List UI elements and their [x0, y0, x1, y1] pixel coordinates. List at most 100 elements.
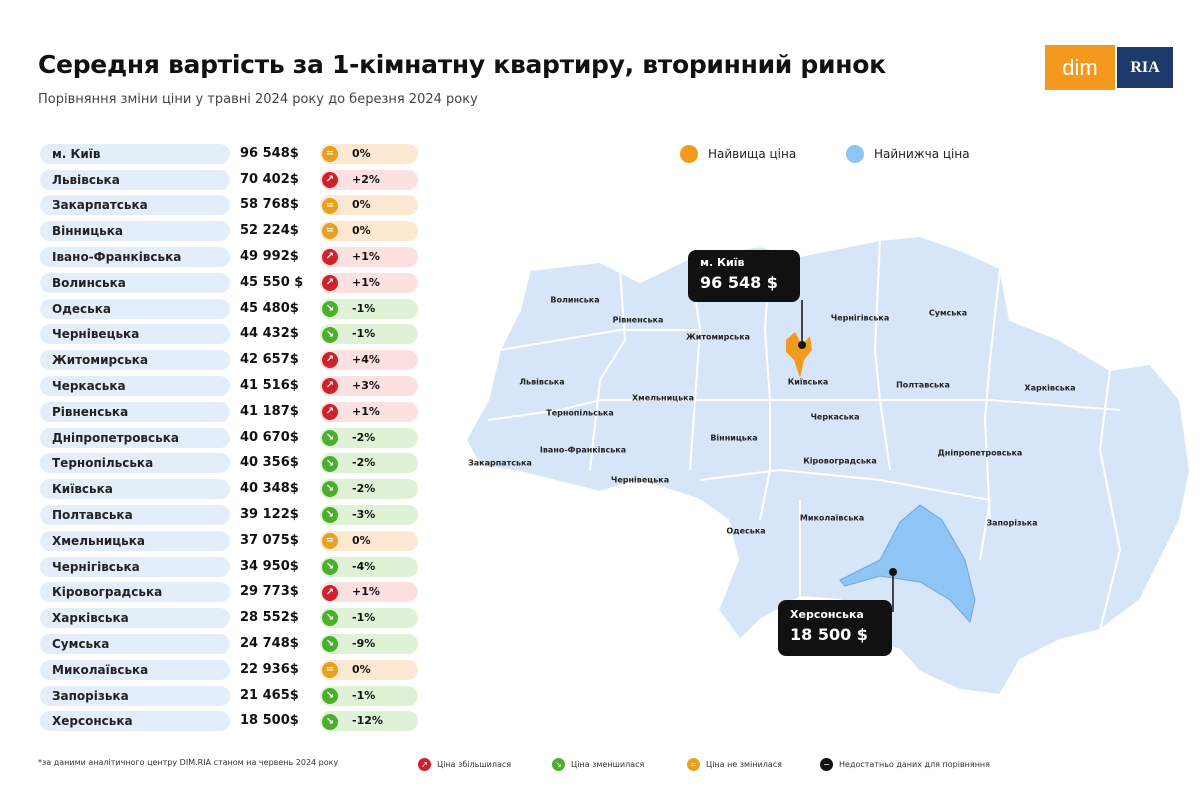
table-row: Рівненська 41 187$ +1% ↗	[40, 399, 420, 425]
price-change: -1%	[320, 608, 418, 629]
change-down-icon: ↘	[322, 507, 338, 524]
change-same-icon: =	[322, 223, 338, 240]
region-price: 39 122$	[240, 507, 299, 523]
table-row: Хмельницька 37 075$ 0% =	[40, 528, 420, 554]
region-name: Тернопільська	[40, 453, 230, 474]
table-row: Волинська 45 550 $ +1% ↗	[40, 270, 420, 296]
region-name: Черкаська	[40, 376, 230, 397]
table-row: Дніпропетровська 40 670$ -2% ↘	[40, 425, 420, 451]
region-price: 29 773$	[240, 584, 299, 600]
legend-up-label: Ціна збільшилася	[437, 760, 512, 769]
change-same-icon: =	[322, 197, 338, 214]
region-label: Тернопільська	[546, 408, 614, 418]
region-price: 44 432$	[240, 326, 299, 342]
table-row: Чернівецька 44 432$ -1% ↘	[40, 322, 420, 348]
region-name: Кіровоградська	[40, 582, 230, 603]
change-same-icon: =	[322, 146, 338, 162]
region-price: 40 356$	[240, 455, 299, 471]
region-label: Вінницька	[710, 433, 758, 443]
table-row: Львівська 70 402$ +2% ↗	[40, 167, 420, 193]
footnote: *за даними аналітичного центру DIM.RIA с…	[38, 758, 339, 767]
table-row: Одеська 45 480$ -1% ↘	[40, 296, 420, 322]
region-name: Закарпатська	[40, 195, 230, 216]
change-down-icon: ↘	[322, 326, 338, 343]
lowest-price-callout: Херсонська 18 500 $	[778, 600, 892, 656]
change-up-icon: ↗	[322, 378, 338, 395]
region-name: м. Київ	[40, 143, 230, 164]
region-name: Вінницька	[40, 221, 230, 242]
table-row: Вінницька 52 224$ 0% =	[40, 218, 420, 244]
table-row: Полтавська 39 122$ -3% ↘	[40, 502, 420, 528]
region-label: Рівненська	[612, 315, 664, 325]
region-label: Житомирська	[685, 332, 751, 342]
region-price: 45 550 $	[240, 274, 304, 290]
change-up-icon: ↗	[322, 584, 338, 601]
callout-price: 96 548 $	[700, 273, 778, 292]
region-label: Чернігівська	[830, 313, 890, 323]
table-row: Харківська 28 552$ -1% ↘	[40, 605, 420, 631]
change-up-icon: ↗	[322, 274, 338, 291]
change-up-icon: ↗	[322, 249, 338, 266]
table-row: Закарпатська 58 768$ 0% =	[40, 193, 420, 219]
region-label: Миколаївська	[799, 513, 865, 523]
table-row: Тернопільська 40 356$ -2% ↘	[40, 451, 420, 477]
price-change: +1%	[320, 401, 418, 422]
region-label: Запорізька	[986, 518, 1038, 528]
price-change: -3%	[320, 505, 418, 526]
page-title: Середня вартість за 1-кімнатну квартиру,…	[38, 50, 886, 79]
callout-region: м. Київ	[700, 256, 745, 269]
region-price: 49 992$	[240, 249, 299, 265]
region-name: Сумська	[40, 634, 230, 655]
kherson-region-lowest	[839, 504, 976, 624]
region-price: 28 552$	[240, 610, 299, 626]
region-label: Івано-Франківська	[539, 445, 627, 455]
price-change: -9%	[320, 634, 418, 655]
change-down-icon: ↘	[322, 687, 338, 704]
table-row: Херсонська 18 500$ -12% ↘	[40, 709, 420, 735]
region-name: Київська	[40, 479, 230, 500]
region-price: 52 224$	[240, 223, 299, 239]
region-price: 40 348$	[240, 481, 299, 497]
table-row: Запорізька 21 465$ -1% ↘	[40, 683, 420, 709]
orange-dot-icon	[680, 145, 698, 163]
price-change: 0%	[320, 659, 418, 680]
region-borders	[487, 239, 1122, 631]
change-down-icon: ↘	[322, 713, 338, 730]
table-row: Сумська 24 748$ -9% ↘	[40, 631, 420, 657]
region-price: 24 748$	[240, 636, 299, 652]
region-name: Запорізька	[40, 685, 230, 706]
change-down-icon: ↘	[322, 558, 338, 575]
region-name: Чернівецька	[40, 324, 230, 345]
change-down-icon: ↘	[322, 429, 338, 446]
region-price: 37 075$	[240, 532, 299, 548]
region-price: 22 936$	[240, 661, 299, 677]
price-change: -1%	[320, 324, 418, 345]
price-change: 0%	[320, 530, 418, 551]
region-label: Волинська	[550, 295, 600, 305]
callout-price: 18 500 $	[790, 625, 868, 644]
change-down-icon: ↘	[322, 610, 338, 627]
region-label: Черкаська	[810, 412, 860, 422]
price-change: 0%	[320, 195, 418, 216]
legend-up: ↗ Ціна збільшилася	[418, 758, 511, 771]
price-change: -12%	[320, 711, 418, 732]
region-price: 70 402$	[240, 171, 299, 187]
table-row: м. Київ 96 548$ 0% =	[40, 141, 420, 167]
dim-ria-logo: dim RIA	[1045, 45, 1175, 90]
region-price: 18 500$	[240, 713, 299, 729]
region-name: Рівненська	[40, 401, 230, 422]
region-name: Чернігівська	[40, 556, 230, 577]
region-price: 40 670$	[240, 429, 299, 445]
region-label: Одеська	[726, 526, 766, 536]
change-down-icon: ↘	[322, 481, 338, 498]
logo-ria: RIA	[1115, 45, 1175, 90]
legend-same-label: Ціна не змінилася	[706, 760, 782, 769]
change-down-icon: ↘	[322, 455, 338, 472]
price-change: -2%	[320, 479, 418, 500]
region-label: Чернівецька	[610, 475, 670, 485]
legend-nodata-label: Недостатньо даних для порівняння	[839, 760, 990, 769]
price-change: -2%	[320, 453, 418, 474]
price-change: -1%	[320, 298, 418, 319]
region-price: 45 480$	[240, 300, 299, 316]
